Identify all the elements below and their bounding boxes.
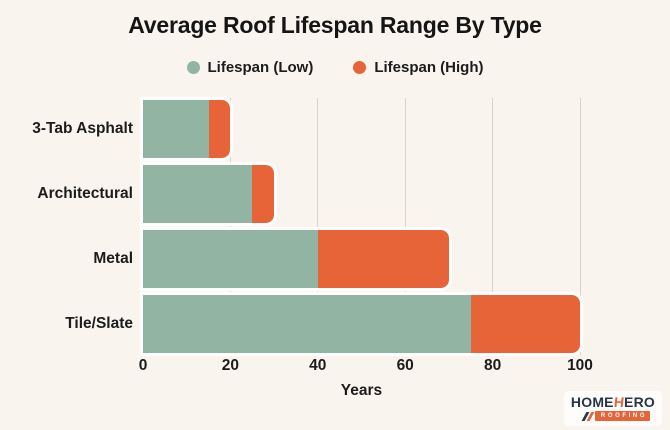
bar-row	[143, 230, 580, 288]
y-axis-label: Architectural	[37, 185, 133, 202]
legend-dot-low-icon	[186, 61, 200, 74]
logo-accent-letter: H	[612, 394, 625, 410]
gridline-20	[229, 98, 231, 355]
x-axis-ticks: 0 20 40 60 80 100	[139, 357, 593, 377]
x-tick-label: 80	[483, 357, 502, 374]
segment-lifespan-low	[143, 295, 471, 353]
logo-tagline: ROOFING	[581, 411, 651, 421]
legend-label-high: Lifespan (High)	[374, 59, 484, 76]
segment-lifespan-high	[317, 230, 449, 288]
logo-tagline-band: ROOFING	[594, 411, 651, 421]
gridline-100	[579, 98, 581, 355]
stacked-bar-tile-slate	[143, 295, 580, 353]
logo-wordmark: HOMEHERO	[570, 394, 655, 410]
gridline-40	[317, 98, 319, 355]
legend-dot-high-icon	[353, 61, 367, 74]
bar-row	[143, 165, 580, 223]
x-tick-label: 40	[309, 357, 327, 374]
x-tick-label: 100	[567, 357, 593, 374]
x-tick-label: 0	[138, 357, 148, 374]
x-axis-title: Years	[340, 382, 383, 399]
segment-lifespan-high	[470, 295, 580, 353]
segment-lifespan-low	[143, 230, 318, 288]
y-axis-label: 3-Tab Asphalt	[32, 120, 133, 137]
plot-area	[143, 98, 581, 355]
segment-lifespan-high	[208, 100, 231, 158]
segment-lifespan-low	[143, 165, 253, 223]
y-axis-label: Tile/Slate	[65, 315, 133, 332]
gridline-80	[492, 98, 494, 355]
stacked-bar-3-tab-asphalt	[143, 100, 231, 158]
stacked-bar-metal	[143, 230, 449, 288]
x-tick-label: 60	[396, 357, 414, 374]
logo-word-start: HOME	[570, 394, 614, 410]
stacked-bar-architectural	[143, 165, 275, 223]
segment-lifespan-high	[252, 165, 275, 223]
y-axis-category-labels: 3-Tab Asphalt Architectural Metal Tile/Slat…	[0, 100, 133, 353]
chart-title: Average Roof Lifespan Range By Type	[128, 12, 542, 38]
x-tick-label: 20	[221, 357, 240, 374]
bar-row	[143, 295, 580, 353]
legend-label-low: Lifespan (Low)	[207, 59, 314, 76]
homehero-roofing-logo: HOMEHERO ROOFING	[563, 391, 662, 426]
legend-item-lifespan-low: Lifespan (Low)	[186, 59, 314, 76]
legend-item-lifespan-high: Lifespan (High)	[353, 59, 484, 76]
logo-word-end: ERO	[624, 394, 655, 410]
segment-lifespan-low	[143, 100, 209, 158]
bar-row	[143, 100, 580, 158]
legend: Lifespan (Low) Lifespan (High)	[0, 59, 670, 76]
gridline-60	[404, 98, 406, 355]
y-axis-label: Metal	[93, 250, 133, 267]
